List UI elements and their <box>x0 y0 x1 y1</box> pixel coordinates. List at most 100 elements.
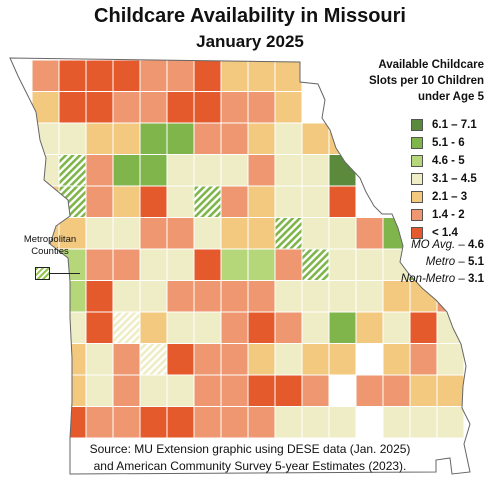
county-area <box>193 374 222 407</box>
county-area <box>58 59 87 92</box>
metro-key-line: Counties <box>31 246 69 257</box>
county-area <box>355 248 384 281</box>
county-area <box>193 154 222 187</box>
average-label: Metro <box>425 256 456 268</box>
county-area <box>58 91 87 124</box>
map-subtitle: January 2025 <box>196 32 304 51</box>
legend-heading-line: under Age 5 <box>417 91 484 103</box>
county-area <box>166 217 195 250</box>
county-area <box>112 154 141 187</box>
legend-item: 6.1 – 7.1 <box>411 116 477 134</box>
county-area <box>247 154 276 187</box>
county-area <box>328 248 357 281</box>
legend-swatch <box>411 227 423 239</box>
county-area <box>274 154 303 187</box>
legend: 6.1 – 7.1 5.1 - 6 4.6 - 5 3.1 – 4.5 2.1 … <box>411 116 477 242</box>
county-area <box>220 280 249 313</box>
county-area <box>193 343 222 376</box>
legend-item: < 1.4 <box>411 224 477 242</box>
county-area <box>31 406 60 439</box>
county-area <box>247 122 276 155</box>
average-label: Non-Metro <box>400 273 456 285</box>
county-area <box>193 59 222 92</box>
county-area <box>301 374 330 407</box>
county-area <box>247 311 276 344</box>
county-area <box>436 374 465 407</box>
county-area <box>85 248 114 281</box>
metro-key-label: Metropolitan Counties <box>8 234 92 258</box>
county-area <box>58 154 87 187</box>
legend-item: 2.1 – 3 <box>411 188 477 206</box>
county-area <box>85 154 114 187</box>
county-area <box>274 311 303 344</box>
county-area <box>301 248 330 281</box>
county-area <box>274 248 303 281</box>
county-area <box>328 311 357 344</box>
average-row: MO Avg. – 4.6 <box>411 239 484 251</box>
county-area <box>31 59 60 92</box>
county-area <box>274 343 303 376</box>
county-area <box>193 122 222 155</box>
metro-key-line: Metropolitan <box>23 234 77 245</box>
legend-label: 6.1 – 7.1 <box>432 119 477 131</box>
legend-swatch <box>411 119 423 131</box>
county-area <box>220 122 249 155</box>
county-area <box>85 406 114 439</box>
county-area <box>274 122 303 155</box>
county-area <box>301 406 330 439</box>
legend-label: 4.6 - 5 <box>432 155 465 167</box>
county-area <box>274 406 303 439</box>
county-area <box>193 311 222 344</box>
county-area <box>355 374 384 407</box>
county-area <box>31 122 60 155</box>
county-area <box>112 91 141 124</box>
county-area <box>274 374 303 407</box>
legend-label: 1.4 - 2 <box>432 209 465 221</box>
county-area <box>112 217 141 250</box>
county-area <box>112 343 141 376</box>
county-area <box>139 185 168 218</box>
county-area <box>31 185 60 218</box>
legend-item: 3.1 – 4.5 <box>411 170 477 188</box>
legend-swatch <box>411 173 423 185</box>
county-area <box>220 374 249 407</box>
county-area <box>112 374 141 407</box>
county-area <box>274 185 303 218</box>
county-area <box>328 185 357 218</box>
county-area <box>112 59 141 92</box>
county-area <box>328 343 357 376</box>
county-area <box>166 311 195 344</box>
county-area <box>355 280 384 313</box>
county-area <box>193 248 222 281</box>
county-area <box>301 122 330 155</box>
county-area <box>436 311 465 344</box>
county-area <box>220 217 249 250</box>
county-area <box>85 59 114 92</box>
county-area <box>301 217 330 250</box>
county-area <box>274 280 303 313</box>
county-area <box>139 406 168 439</box>
county-area <box>220 311 249 344</box>
legend-heading-line: Available Childcare <box>378 59 484 71</box>
county-area <box>247 248 276 281</box>
county-area <box>166 406 195 439</box>
legend-item: 4.6 - 5 <box>411 152 477 170</box>
county-area <box>31 374 60 407</box>
county-area <box>85 122 114 155</box>
average-row: Non-Metro – 3.1 <box>400 273 484 285</box>
source-note: Source: MU Extension graphic using DESE … <box>0 441 500 475</box>
average-value: 4.6 <box>468 239 484 251</box>
county-area <box>247 59 276 92</box>
county-area <box>247 406 276 439</box>
legend-label: 5.1 - 6 <box>432 137 465 149</box>
county-area <box>274 59 303 92</box>
county-area <box>220 248 249 281</box>
county-area <box>58 406 87 439</box>
legend-swatch <box>411 191 423 203</box>
county-area <box>58 311 87 344</box>
source-line: Source: MU Extension graphic using DESE … <box>89 442 411 456</box>
county-area <box>85 217 114 250</box>
county-area <box>139 154 168 187</box>
county-area <box>85 374 114 407</box>
